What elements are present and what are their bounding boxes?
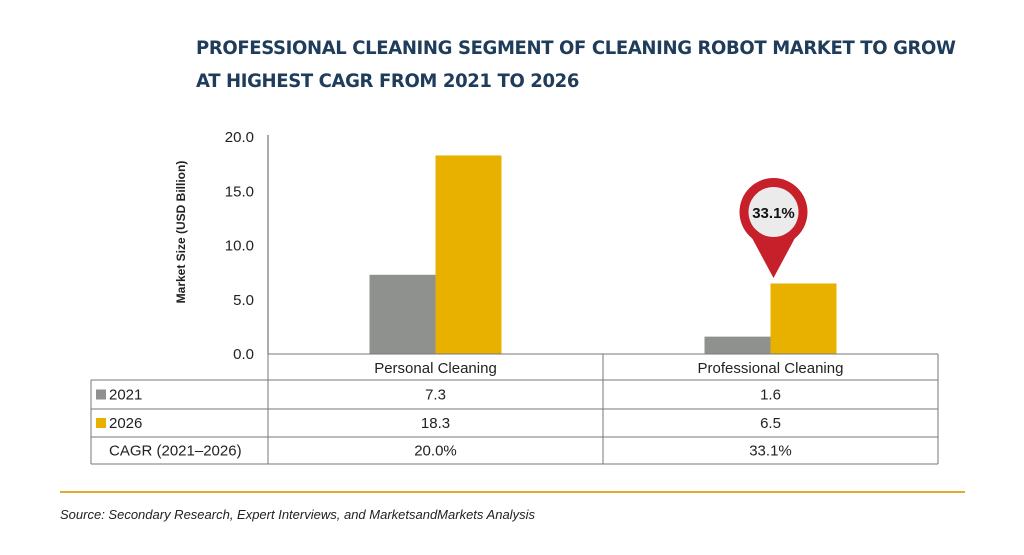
data-label-2021-0: 7.3 [425,387,446,404]
data-label-2021-1: 1.6 [760,387,781,404]
bar-chart: 0.0 5.0 10.0 15.0 20.0 Market Size (USD Billi… [90,129,939,465]
data-label-2026-0: 18.3 [421,415,450,432]
cagr-row-label: CAGR (2021–2026) [109,443,242,460]
chart-title-line-2: AT HIGHEST CAGR FROM 2021 TO 2026 [196,70,580,92]
legend-swatch-2021 [96,389,106,400]
legend-swatch-2026 [96,418,106,428]
y-tick-label: 5.0 [233,292,254,309]
legend-label-2026: 2026 [109,415,142,432]
callout-inner-circle [748,187,799,237]
cagr-value-0: 20.0% [414,443,457,460]
chart-title-line-1: PROFESSIONAL CLEANING SEGMENT OF CLEANIN… [196,37,956,59]
data-label-2026-1: 6.5 [760,415,781,432]
category-label-1: Professional Cleaning [698,360,844,377]
y-tick-label: 20.0 [225,129,254,146]
category-label-0: Personal Cleaning [374,360,497,377]
y-tick-label: 15.0 [225,183,254,200]
bar-2026-1 [770,283,837,354]
y-tick-label: 10.0 [225,238,254,255]
chart-title: PROFESSIONAL CLEANING SEGMENT OF CLEANIN… [196,32,956,98]
y-axis-title: Market Size (USD Billion) [174,161,188,304]
bar-2026-0 [435,155,502,354]
source-divider [60,491,965,493]
legend-label-2021: 2021 [109,387,142,404]
bar-2021-1 [704,336,771,354]
cagr-value-1: 33.1% [749,443,792,460]
callout-label: 33.1% [752,205,795,222]
bar-2021-0 [369,274,436,354]
y-tick-label: 0.0 [233,346,254,363]
source-note: Source: Secondary Research, Expert Inter… [60,507,535,522]
